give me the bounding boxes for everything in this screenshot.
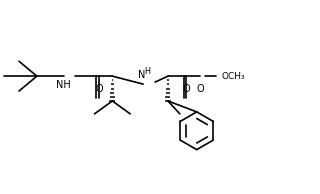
Text: O: O	[95, 84, 103, 94]
Text: O: O	[196, 84, 204, 94]
Text: OCH₃: OCH₃	[221, 72, 245, 81]
Text: O: O	[182, 84, 190, 94]
Text: NH: NH	[56, 80, 71, 90]
Text: H: H	[144, 67, 150, 76]
Text: N: N	[139, 70, 146, 80]
